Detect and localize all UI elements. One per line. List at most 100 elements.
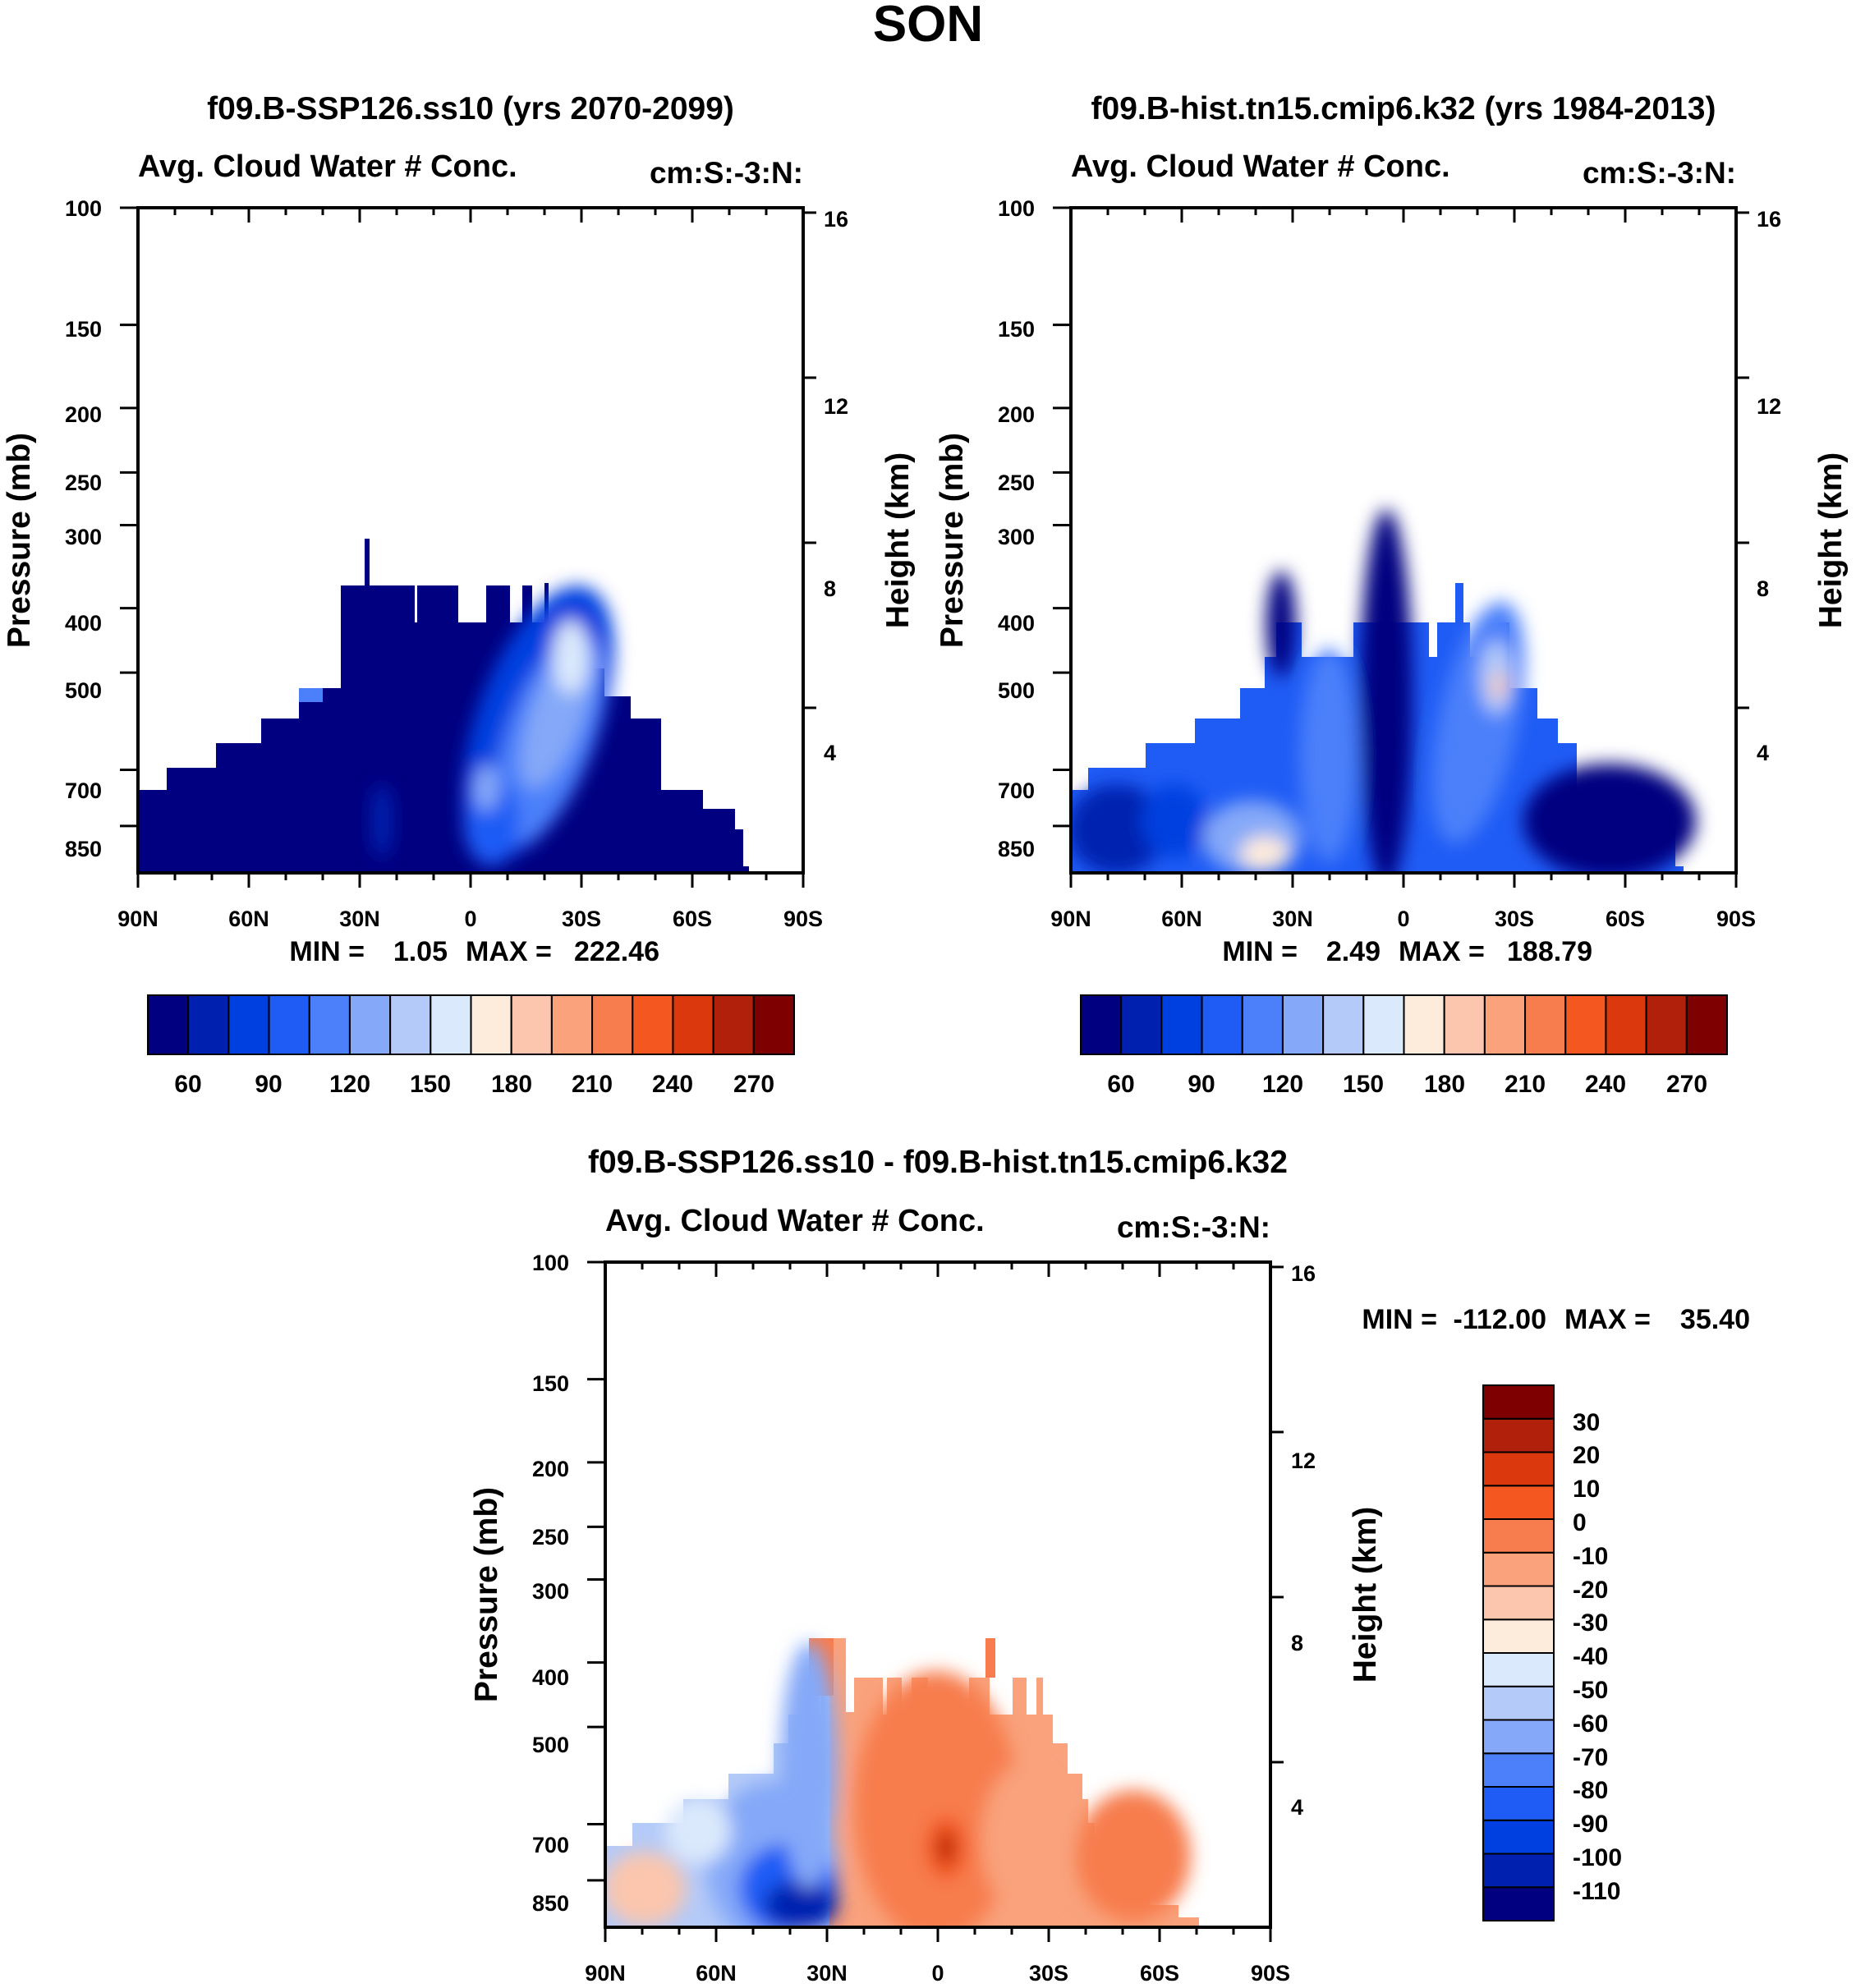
x-tick-label: 90S [783, 907, 823, 931]
y-tick-label: 500 [65, 678, 102, 703]
field-blob [1071, 784, 1166, 873]
colorbar-label: -110 [1573, 1878, 1620, 1905]
colorbar-box [1482, 1551, 1555, 1587]
colorbar-box [1685, 994, 1728, 1055]
field-blob [473, 765, 499, 811]
y-axis: 100 150 200 250 300 400 500 700 850 Pres… [2, 196, 102, 861]
y-tick-label: 700 [998, 778, 1035, 803]
colorbar-box [1482, 1853, 1555, 1889]
colorbar-box [389, 994, 432, 1055]
x-tick-label: 30N [339, 907, 380, 931]
x-tick-label: 0 [931, 1961, 944, 1986]
spot-fill [299, 688, 323, 702]
max-label: MAX = [1399, 936, 1485, 967]
panel-hist: f09.B-hist.tn15.cmip6.k32 (yrs 1984-2013… [935, 91, 1849, 1098]
colorbar-label: -30 [1573, 1609, 1608, 1637]
colorbar-box [187, 994, 230, 1055]
colorbar: 60 90 120 150 180 210 240 270 [1080, 994, 1728, 1098]
y-tick-label: 150 [998, 317, 1035, 342]
field-blobs [605, 1642, 1191, 1927]
y-tick-label: 300 [65, 525, 102, 549]
colorbar-label: 210 [572, 1071, 613, 1098]
y-tick-label: 150 [532, 1371, 569, 1396]
colorbar: -110 -100 -90 -80 -70 -60 -50 -40 -30 -2… [1482, 1384, 1622, 1921]
y-tick-label: 250 [998, 471, 1035, 495]
colorbar-box [752, 994, 795, 1055]
min-value: 2.49 [1326, 936, 1381, 967]
colorbar-label: 120 [1262, 1071, 1303, 1098]
colorbar-box [470, 994, 512, 1055]
colorbar-label: 180 [1424, 1071, 1465, 1098]
y-tick-label: 200 [998, 402, 1035, 427]
y-tick-label: 500 [532, 1733, 569, 1757]
y-axis: 100 150 200 250 300 400 500 700 850 Pres… [935, 196, 1035, 861]
field-blob [764, 1880, 838, 1927]
colorbar-label: 210 [1505, 1071, 1546, 1098]
max-value: 188.79 [1507, 936, 1592, 967]
colorbar-box [1482, 1485, 1555, 1520]
field-blob [1240, 836, 1289, 872]
field-blob [1142, 784, 1207, 858]
colorbar-boxes [1080, 994, 1728, 1055]
axis-tickmarks [120, 206, 1749, 1942]
y-tick-label: 200 [65, 402, 102, 427]
left-string: Avg. Cloud Water # Conc. [605, 1204, 985, 1238]
min-value: 1.05 [393, 936, 448, 967]
colorbar-label: -70 [1573, 1744, 1608, 1771]
colorbar-box [1482, 1752, 1555, 1788]
y2-tick-label: 4 [1757, 741, 1769, 765]
right-string: cm:S:-3:N: [1583, 156, 1736, 190]
y2-tick-label: 4 [1291, 1795, 1303, 1820]
colorbar-label: 60 [174, 1071, 201, 1098]
y2-tick-label: 16 [1291, 1261, 1316, 1286]
x-tick-label: 90N [1050, 907, 1091, 931]
y-axis-label: Pressure (mb) [935, 433, 970, 648]
colorbar-box [1482, 1518, 1555, 1554]
y-tick-label: 850 [532, 1891, 569, 1916]
colorbar-label: -80 [1573, 1777, 1608, 1804]
y-tick-label: 100 [998, 196, 1035, 221]
field-blob [553, 620, 589, 694]
colorbar-label: -100 [1573, 1844, 1622, 1871]
y2-axis: 16 12 8 4 Height (km) [1291, 1261, 1383, 1820]
y2-axis-label: Height (km) [880, 452, 916, 629]
colorbar-box [1241, 994, 1284, 1055]
colorbar-box [1201, 994, 1243, 1055]
colorbar-box [1120, 994, 1163, 1055]
panel-difference: f09.B-SSP126.ss10 - f09.B-hist.tn15.cmip… [469, 1145, 1750, 1986]
y2-tick-label: 12 [824, 394, 848, 419]
y-tick-label: 300 [998, 525, 1035, 549]
y2-tick-label: 4 [824, 741, 836, 765]
field-blob [938, 1831, 954, 1864]
field-blob [1266, 571, 1296, 677]
plot-field [138, 539, 749, 873]
field-blob [780, 1642, 838, 1889]
x-tick-label: 30N [1272, 907, 1313, 931]
colorbar-label: 150 [1343, 1071, 1384, 1098]
left-string: Avg. Cloud Water # Conc. [138, 149, 517, 184]
x-tick-label: 90S [1251, 1961, 1290, 1986]
y2-axis: 16 12 8 4 Height (km) [1757, 207, 1849, 765]
colorbar-box [510, 994, 553, 1055]
min-label: MIN = [1222, 936, 1298, 967]
field-blob [854, 1671, 1018, 1927]
y2-tick-label: 8 [1291, 1631, 1303, 1655]
field-blob [371, 784, 393, 858]
colorbar-label: -10 [1573, 1543, 1608, 1570]
colorbar-box [308, 994, 351, 1055]
y2-tick-label: 16 [824, 207, 848, 232]
y-axis-label: Pressure (mb) [2, 433, 37, 648]
colorbar-label: 150 [410, 1071, 451, 1098]
x-tick-label: 30S [1029, 1961, 1068, 1986]
y-tick-label: 500 [998, 678, 1035, 703]
y-tick-label: 400 [65, 611, 102, 636]
colorbar-label: 180 [491, 1071, 532, 1098]
x-tick-label: 90N [117, 907, 158, 931]
x-tick-label: 90N [585, 1961, 626, 1986]
y-axis: 100 150 200 250 300 400 500 700 850 Pres… [469, 1251, 569, 1916]
colorbar-label: 0 [1573, 1509, 1587, 1536]
max-value: 222.46 [574, 936, 659, 967]
colorbar-box [672, 994, 714, 1055]
field-dark-region [138, 539, 749, 873]
